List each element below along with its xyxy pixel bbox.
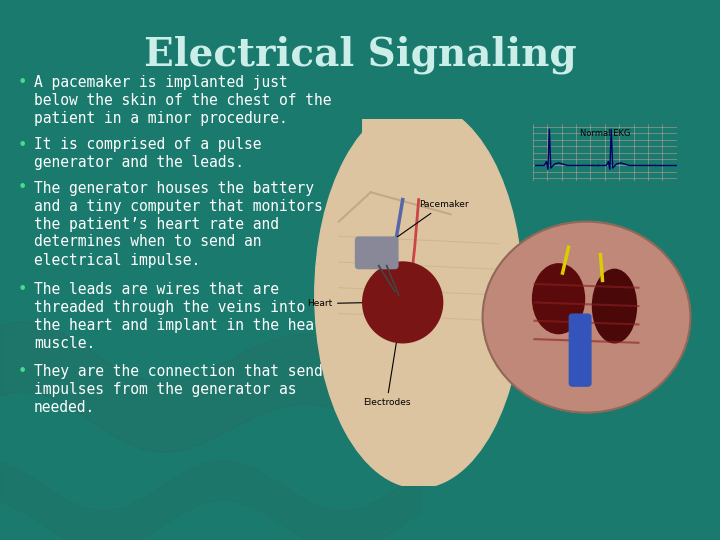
Ellipse shape: [363, 262, 443, 343]
Text: Heart: Heart: [307, 299, 374, 308]
Text: •: •: [17, 364, 27, 379]
Text: •: •: [17, 75, 27, 90]
Ellipse shape: [593, 269, 636, 343]
Ellipse shape: [533, 264, 585, 334]
Circle shape: [482, 221, 690, 413]
Text: They are the connection that sends
impulses from the generator as
needed.: They are the connection that sends impul…: [34, 364, 331, 415]
Text: Electrical Signaling: Electrical Signaling: [144, 35, 576, 73]
FancyBboxPatch shape: [363, 90, 459, 207]
FancyBboxPatch shape: [570, 314, 591, 386]
Ellipse shape: [315, 102, 523, 488]
Text: Normal EKG: Normal EKG: [580, 130, 630, 138]
Text: •: •: [17, 180, 27, 195]
Text: The leads are wires that are
threaded through the veins into
the heart and impla: The leads are wires that are threaded th…: [34, 282, 331, 351]
Text: •: •: [17, 282, 27, 297]
Text: It is comprised of a pulse
generator and the leads.: It is comprised of a pulse generator and…: [34, 138, 261, 171]
Text: The generator houses the battery
and a tiny computer that monitors
the patient’s: The generator houses the battery and a t…: [34, 180, 323, 267]
Text: A pacemaker is implanted just
below the skin of the chest of the
patient in a mi: A pacemaker is implanted just below the …: [34, 75, 331, 126]
FancyBboxPatch shape: [356, 237, 398, 268]
Text: Pacemaker: Pacemaker: [378, 200, 468, 251]
Text: •: •: [17, 138, 27, 152]
Text: Electrodes: Electrodes: [363, 332, 410, 407]
